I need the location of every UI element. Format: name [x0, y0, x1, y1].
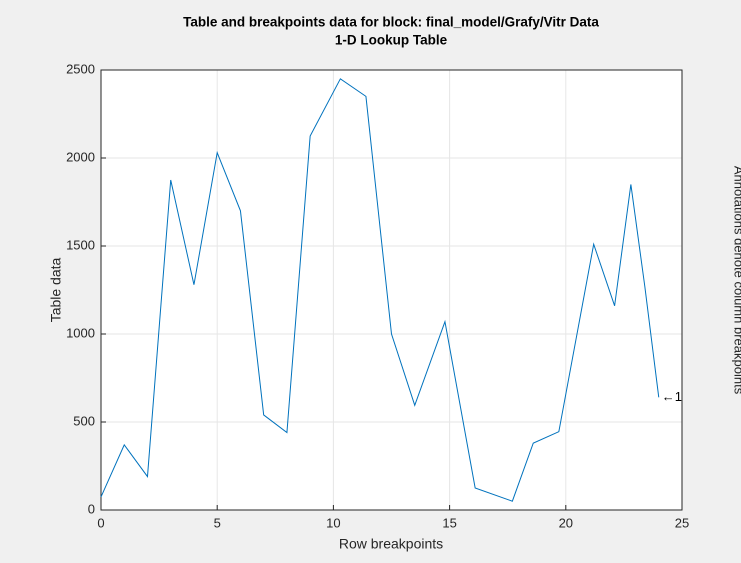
y-tick-label: 2000 [66, 149, 95, 164]
data-line [100, 78, 660, 502]
chart-title: Table and breakpoints data for block: fi… [183, 15, 599, 30]
x-axis-label: Row breakpoints [339, 536, 443, 552]
y-tick-label: 1500 [66, 237, 95, 252]
x-tick-label: 15 [442, 515, 456, 530]
x-tick-label: 5 [214, 515, 221, 530]
x-tick-label: 25 [675, 515, 689, 530]
x-tick-label: 20 [559, 515, 573, 530]
y-tick-label: 1000 [66, 325, 95, 340]
x-tick-label: 0 [97, 515, 104, 530]
y-tick-label: 0 [88, 501, 95, 516]
x-tick-label: 10 [326, 515, 340, 530]
line-annotation: ←1 [662, 389, 682, 404]
y-tick-label: 500 [73, 413, 95, 428]
side-label: Annotations denote column breakpoints [732, 166, 741, 395]
axes-background [101, 70, 682, 510]
y-axis-label: Table data [48, 257, 64, 322]
chart-subtitle: 1-D Lookup Table [335, 33, 448, 48]
axes-box [100, 69, 683, 511]
y-tick-label: 2500 [66, 61, 95, 76]
